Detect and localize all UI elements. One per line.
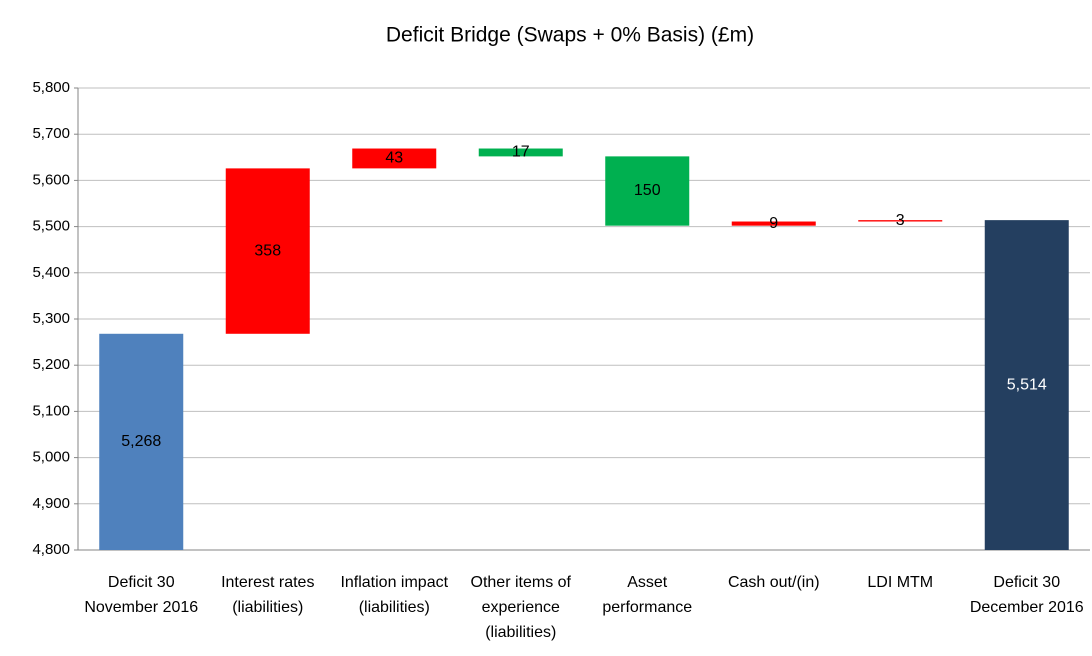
x-tick-label: LDI MTM	[867, 574, 934, 591]
x-tick-label: Deficit 30 November 2016	[84, 574, 199, 616]
bar	[984, 220, 1069, 550]
x-tick-label: Interest rates (liabilities)	[221, 574, 315, 616]
y-tick-label: 4,900	[32, 495, 70, 512]
y-tick-label: 4,800	[32, 541, 70, 558]
y-tick-label: 5,500	[32, 218, 70, 235]
value-label: 5,514	[1007, 376, 1047, 393]
bar	[858, 220, 943, 222]
y-tick-label: 5,100	[32, 402, 70, 419]
value-label: 358	[254, 242, 281, 259]
value-label: 150	[634, 182, 661, 199]
value-label: 17	[512, 144, 530, 161]
bar	[478, 148, 563, 157]
value-label: 5,268	[121, 433, 161, 450]
bar	[225, 168, 310, 334]
x-tick-label: Inflation impact (liabilities)	[340, 574, 449, 616]
value-label: 43	[385, 150, 403, 167]
x-tick-label: Cash out/(in)	[727, 574, 820, 591]
bar	[731, 221, 816, 226]
y-tick-label: 5,600	[32, 171, 70, 188]
bar	[352, 148, 437, 169]
value-label: 3	[896, 212, 905, 229]
bar	[99, 333, 184, 550]
value-label: 9	[769, 215, 778, 232]
y-tick-label: 5,700	[32, 125, 70, 142]
y-tick-label: 5,000	[32, 449, 70, 466]
chart-title: Deficit Bridge (Swaps + 0% Basis) (£m)	[386, 24, 754, 47]
y-tick-label: 5,300	[32, 310, 70, 327]
y-tick-label: 5,200	[32, 356, 70, 373]
bar	[605, 156, 690, 226]
x-tick-label: Other items of experience (liabilities)	[470, 574, 571, 641]
y-tick-label: 5,400	[32, 264, 70, 281]
x-tick-label: Asset performance	[602, 574, 693, 616]
x-tick-label: Deficit 30 December 2016	[969, 574, 1084, 616]
y-tick-label: 5,800	[32, 79, 70, 96]
